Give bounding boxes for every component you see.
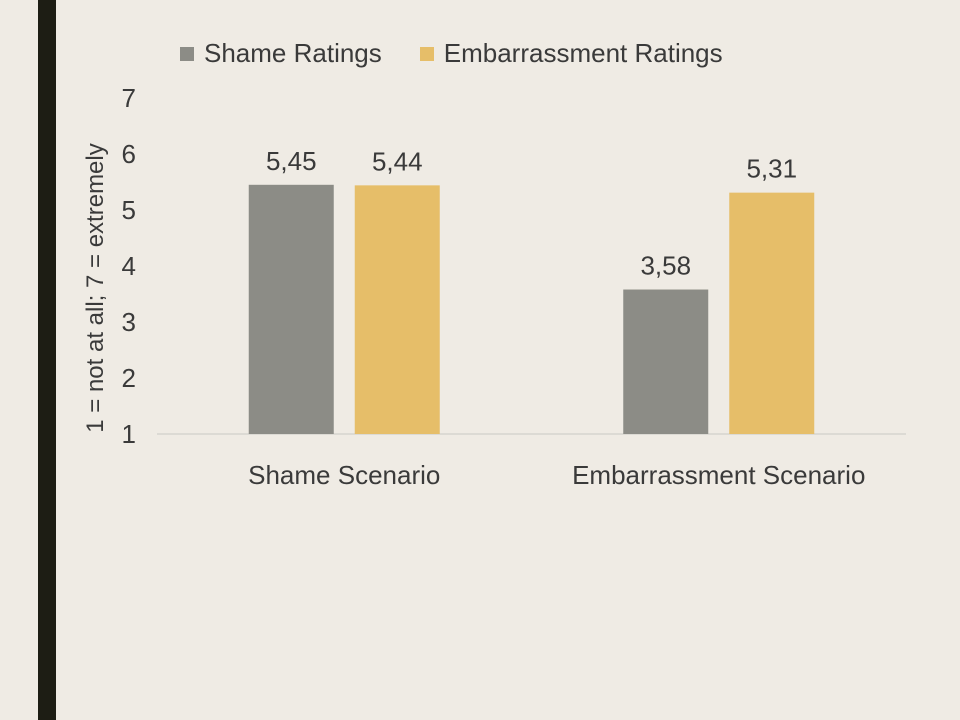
legend-item-shame: Shame Ratings xyxy=(180,38,382,69)
y-tick-label: 2 xyxy=(122,363,136,393)
data-label: 5,31 xyxy=(746,154,797,184)
bar-embarrassment xyxy=(354,185,440,434)
data-label: 5,44 xyxy=(372,146,423,176)
y-tick-label: 1 xyxy=(122,419,136,449)
chart-legend: Shame Ratings Embarrassment Ratings xyxy=(180,38,761,69)
y-tick-label: 5 xyxy=(122,195,136,225)
legend-swatch-embarrassment xyxy=(419,46,434,61)
bar-shame xyxy=(623,289,709,434)
x-category-label: Shame Scenario xyxy=(248,460,440,490)
y-tick-label: 3 xyxy=(122,307,136,337)
legend-swatch-shame xyxy=(180,46,194,61)
slide-accent-bar xyxy=(38,0,56,720)
y-tick-label: 4 xyxy=(122,251,136,281)
legend-item-embarrassment: Embarrassment Ratings xyxy=(419,38,723,69)
legend-label-embarrassment: Embarrassment Ratings xyxy=(443,38,723,68)
data-label: 5,45 xyxy=(266,146,317,176)
bar-embarrassment xyxy=(729,192,815,434)
x-category-label: Embarrassment Scenario xyxy=(572,460,865,490)
bar-shame xyxy=(248,184,334,434)
y-tick-label: 7 xyxy=(122,83,136,113)
y-tick-label: 6 xyxy=(122,139,136,169)
data-label: 3,58 xyxy=(640,251,691,281)
legend-label-shame: Shame Ratings xyxy=(204,38,382,68)
